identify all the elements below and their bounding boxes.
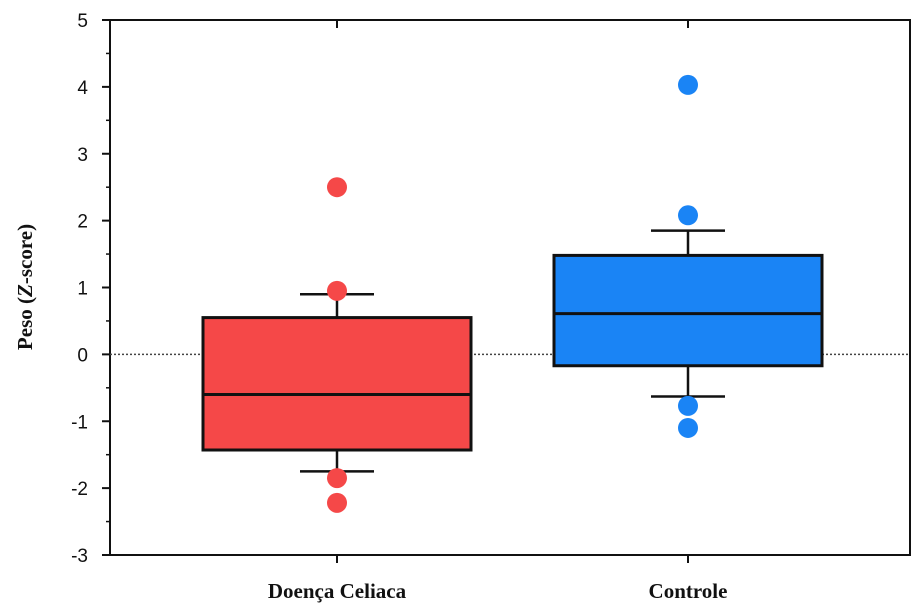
y-tick-label: 2: [77, 212, 88, 233]
y-tick-label: -1: [71, 412, 88, 433]
category-label: Controle: [649, 579, 728, 603]
outlier-point: [678, 417, 698, 438]
y-tick-label: 3: [77, 145, 88, 166]
iqr-box: [201, 316, 473, 452]
y-tick-label: -3: [71, 546, 88, 567]
y-tick-label: 0: [77, 345, 88, 366]
y-axis-label-part-3: -score): [13, 224, 37, 284]
y-axis-label: Peso (Z-score): [13, 224, 37, 350]
category-label: Doença Celiaca: [268, 579, 407, 603]
box-group: [552, 74, 824, 438]
boxes: [201, 74, 824, 513]
y-tick-label: -2: [71, 479, 88, 500]
category-labels: Doença Celiaca Controle: [268, 579, 728, 603]
y-tick-label: 1: [77, 279, 88, 300]
outlier-point: [327, 280, 347, 301]
y-axis-label-part-2: Z: [13, 284, 37, 298]
iqr-box: [552, 253, 824, 368]
y-axis-label-part-1: Peso (: [13, 297, 37, 350]
outlier-point: [678, 205, 698, 226]
outlier-point: [678, 395, 698, 416]
outlier-point: [327, 468, 347, 489]
outlier-point: [678, 74, 698, 95]
y-tick-label: 4: [77, 78, 88, 99]
outlier-point: [327, 177, 347, 198]
outlier-point: [327, 492, 347, 513]
box-group: [201, 177, 473, 513]
y-axis-ticks: -3 -2 -1 0 1 2 3 4 5: [71, 11, 689, 567]
y-tick-label: 5: [77, 11, 88, 32]
